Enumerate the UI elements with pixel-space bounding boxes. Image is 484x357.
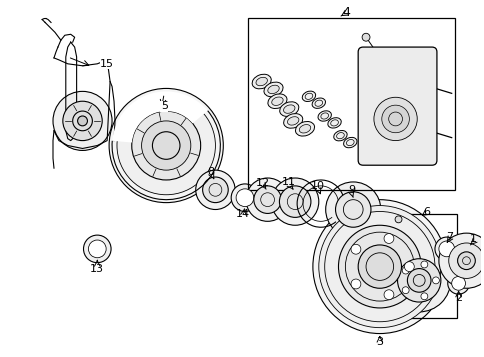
Ellipse shape <box>327 118 341 128</box>
Circle shape <box>236 189 253 207</box>
Circle shape <box>312 200 446 333</box>
Text: 10: 10 <box>310 181 324 191</box>
Ellipse shape <box>279 102 298 116</box>
Ellipse shape <box>283 105 294 113</box>
Ellipse shape <box>256 77 267 86</box>
Circle shape <box>362 33 369 41</box>
Circle shape <box>245 178 288 221</box>
Text: 3: 3 <box>376 337 382 347</box>
Ellipse shape <box>299 125 310 133</box>
Text: 7: 7 <box>445 232 453 242</box>
Circle shape <box>141 121 190 170</box>
Circle shape <box>438 241 454 257</box>
Circle shape <box>117 96 215 195</box>
Text: 13: 13 <box>90 263 104 273</box>
Circle shape <box>404 262 413 272</box>
Circle shape <box>420 261 427 268</box>
Circle shape <box>387 249 450 312</box>
Circle shape <box>383 290 393 300</box>
Circle shape <box>373 97 416 141</box>
Bar <box>382 215 455 318</box>
Circle shape <box>253 186 281 213</box>
Circle shape <box>401 267 408 274</box>
Text: 8: 8 <box>207 167 213 177</box>
Ellipse shape <box>267 94 287 109</box>
Circle shape <box>132 111 200 180</box>
Circle shape <box>202 177 228 203</box>
Circle shape <box>109 89 223 203</box>
Ellipse shape <box>302 91 315 101</box>
Circle shape <box>318 206 440 328</box>
Text: 15: 15 <box>100 59 114 69</box>
Text: 14: 14 <box>235 210 250 220</box>
Text: 9: 9 <box>348 185 355 195</box>
Circle shape <box>231 184 258 211</box>
Circle shape <box>88 240 106 258</box>
Circle shape <box>338 225 420 308</box>
Circle shape <box>325 182 380 237</box>
Ellipse shape <box>312 98 325 109</box>
Circle shape <box>394 216 401 223</box>
Circle shape <box>397 259 440 302</box>
Text: 11: 11 <box>282 177 296 187</box>
Circle shape <box>448 243 483 278</box>
Circle shape <box>53 91 112 150</box>
Circle shape <box>196 170 235 210</box>
Circle shape <box>350 279 360 289</box>
Circle shape <box>432 277 439 284</box>
Text: 5: 5 <box>160 101 167 111</box>
Ellipse shape <box>343 137 356 148</box>
Circle shape <box>451 276 465 290</box>
Ellipse shape <box>295 121 314 136</box>
Wedge shape <box>112 91 207 142</box>
Bar <box>247 17 454 190</box>
Circle shape <box>63 101 102 141</box>
Ellipse shape <box>283 114 302 128</box>
Text: 6: 6 <box>423 207 430 217</box>
Ellipse shape <box>318 111 331 121</box>
Ellipse shape <box>267 85 279 94</box>
Ellipse shape <box>333 131 347 141</box>
Circle shape <box>383 233 393 243</box>
Circle shape <box>407 268 430 292</box>
Circle shape <box>271 178 318 225</box>
FancyBboxPatch shape <box>357 47 436 165</box>
Circle shape <box>77 116 87 126</box>
Text: 1: 1 <box>469 234 476 244</box>
Circle shape <box>381 105 408 133</box>
Ellipse shape <box>263 82 283 97</box>
Text: 12: 12 <box>255 178 269 188</box>
Circle shape <box>447 272 469 294</box>
Text: 2: 2 <box>454 293 461 303</box>
Ellipse shape <box>287 117 298 125</box>
Circle shape <box>457 252 474 270</box>
Circle shape <box>335 192 370 227</box>
Circle shape <box>357 245 401 288</box>
Circle shape <box>420 293 427 300</box>
Circle shape <box>434 237 458 261</box>
Circle shape <box>83 235 111 263</box>
Circle shape <box>401 287 408 294</box>
Text: 4: 4 <box>342 6 349 19</box>
Ellipse shape <box>252 74 271 89</box>
Ellipse shape <box>271 97 283 105</box>
Circle shape <box>350 244 360 254</box>
Circle shape <box>279 186 310 217</box>
Circle shape <box>438 233 484 288</box>
